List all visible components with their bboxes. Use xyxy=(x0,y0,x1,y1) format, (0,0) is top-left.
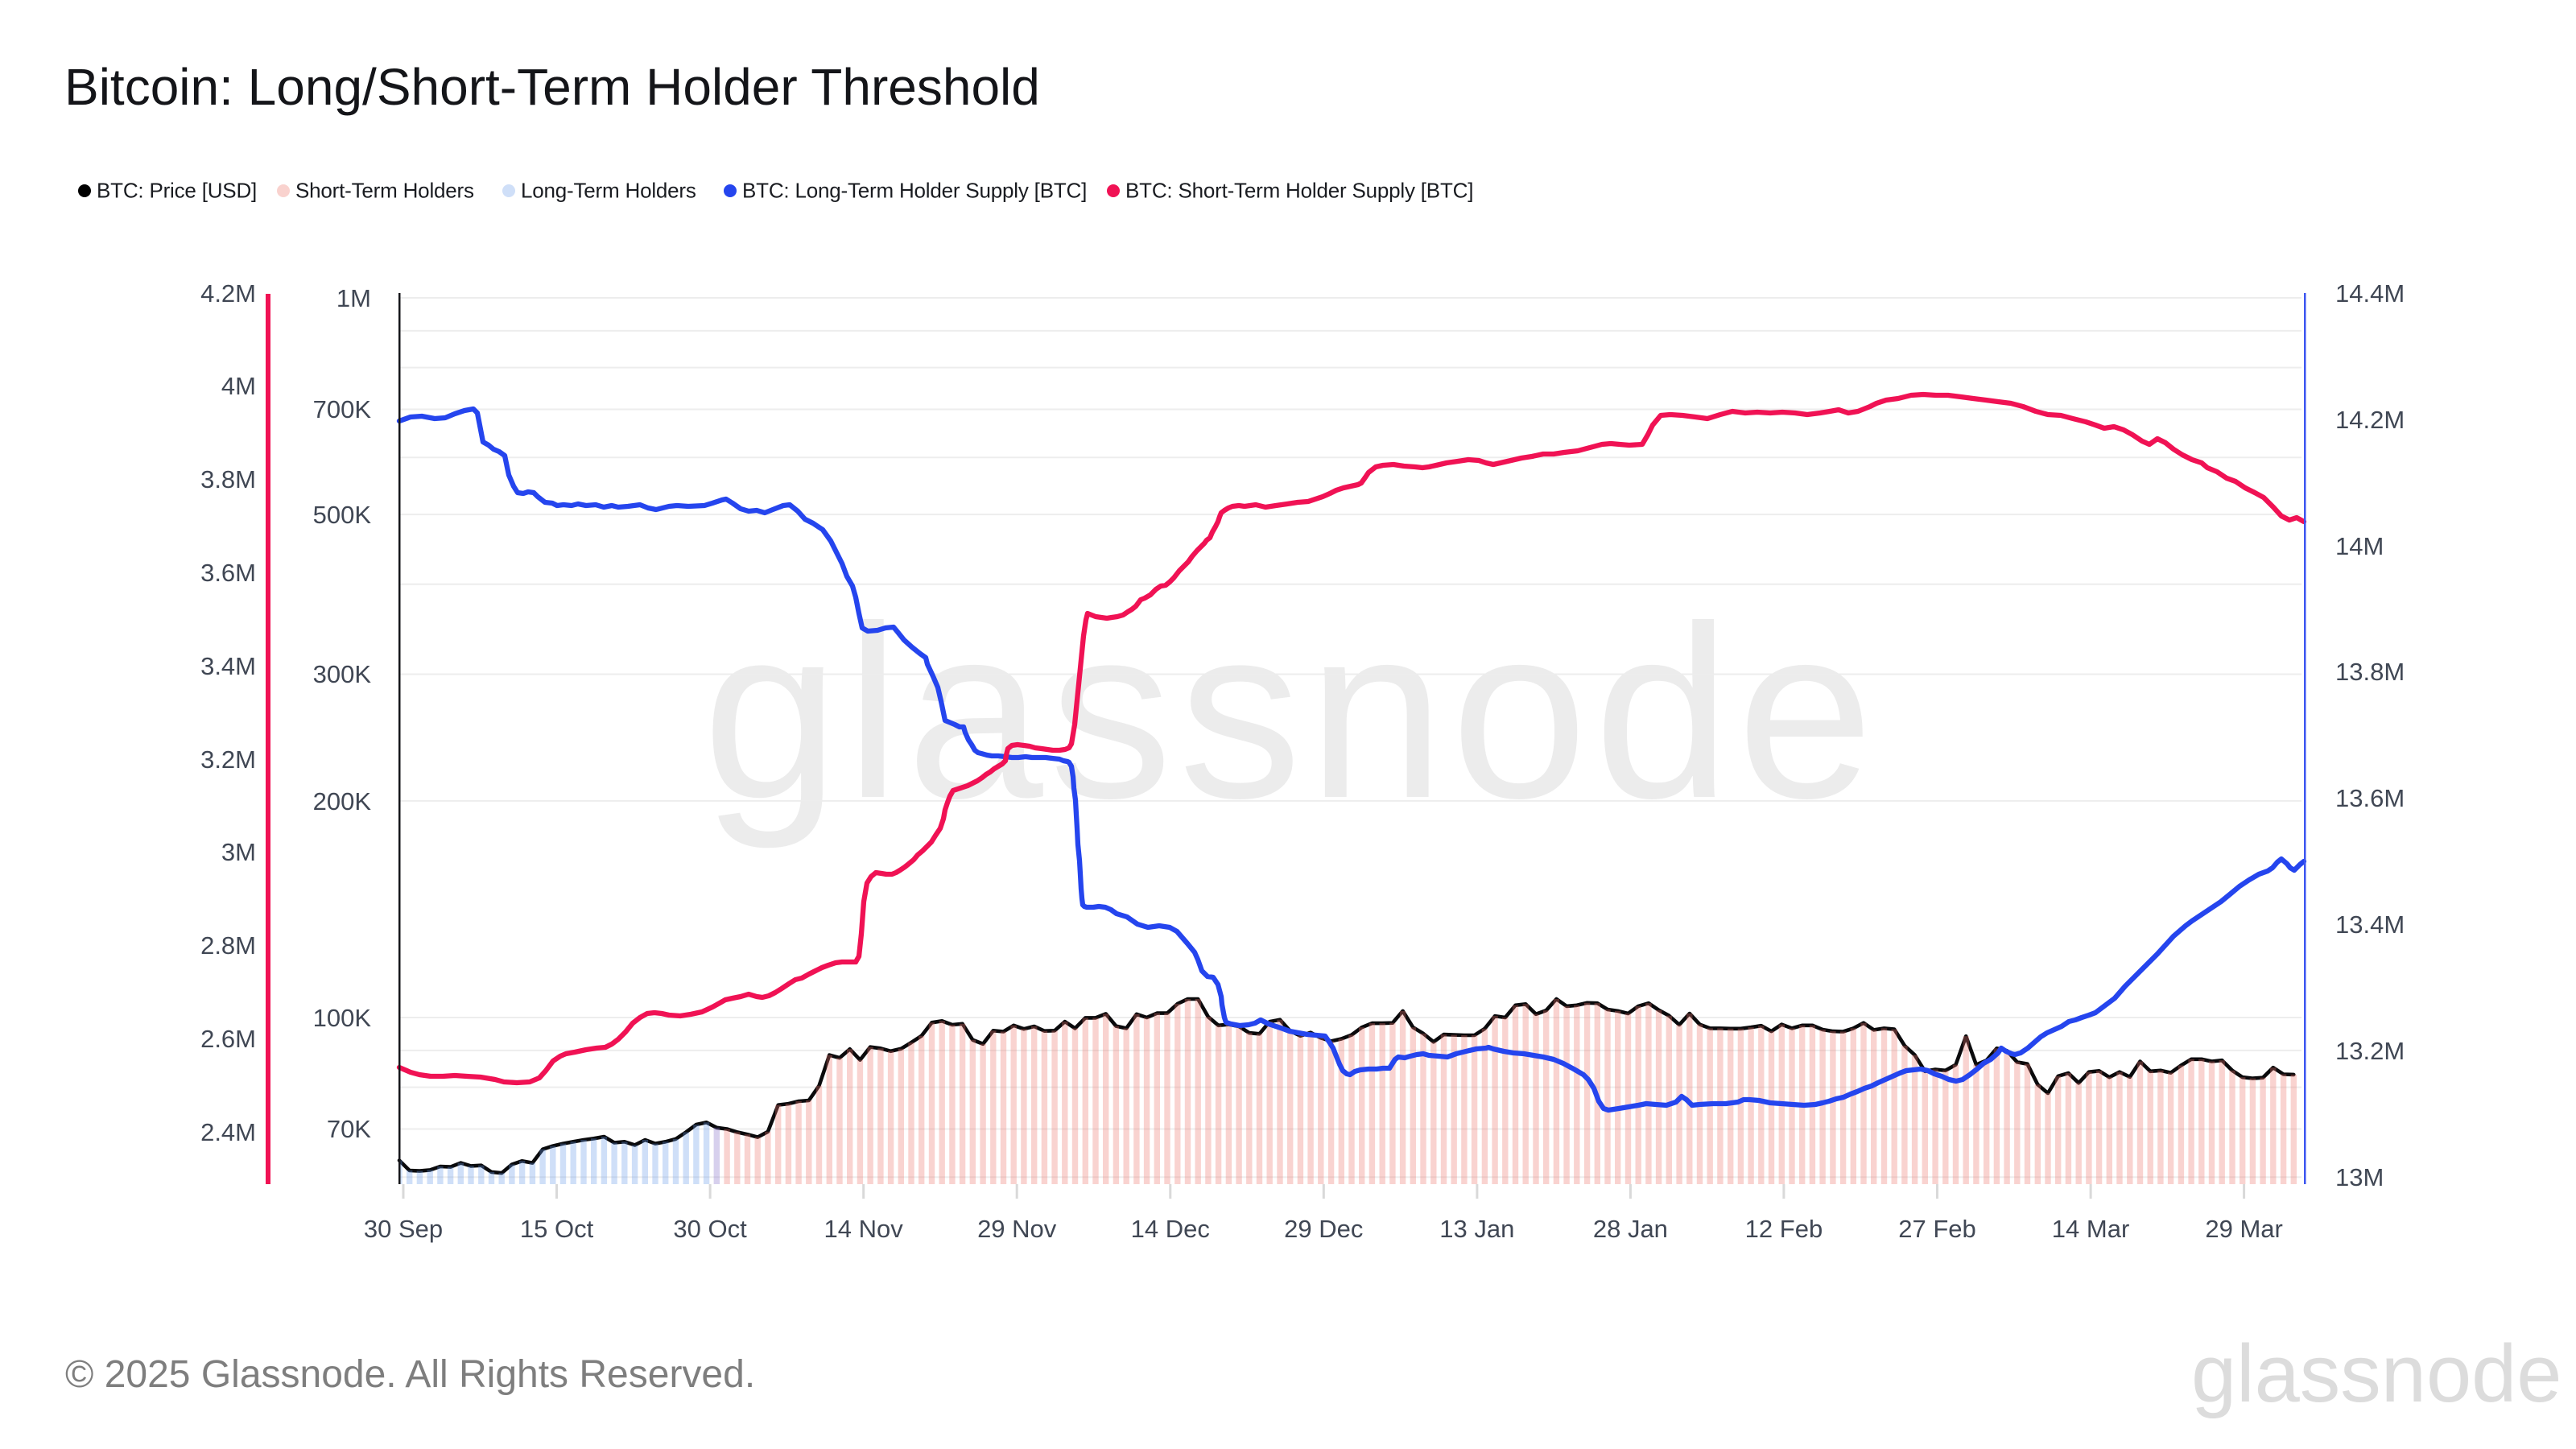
svg-text:glassnode: glassnode xyxy=(703,575,1880,851)
